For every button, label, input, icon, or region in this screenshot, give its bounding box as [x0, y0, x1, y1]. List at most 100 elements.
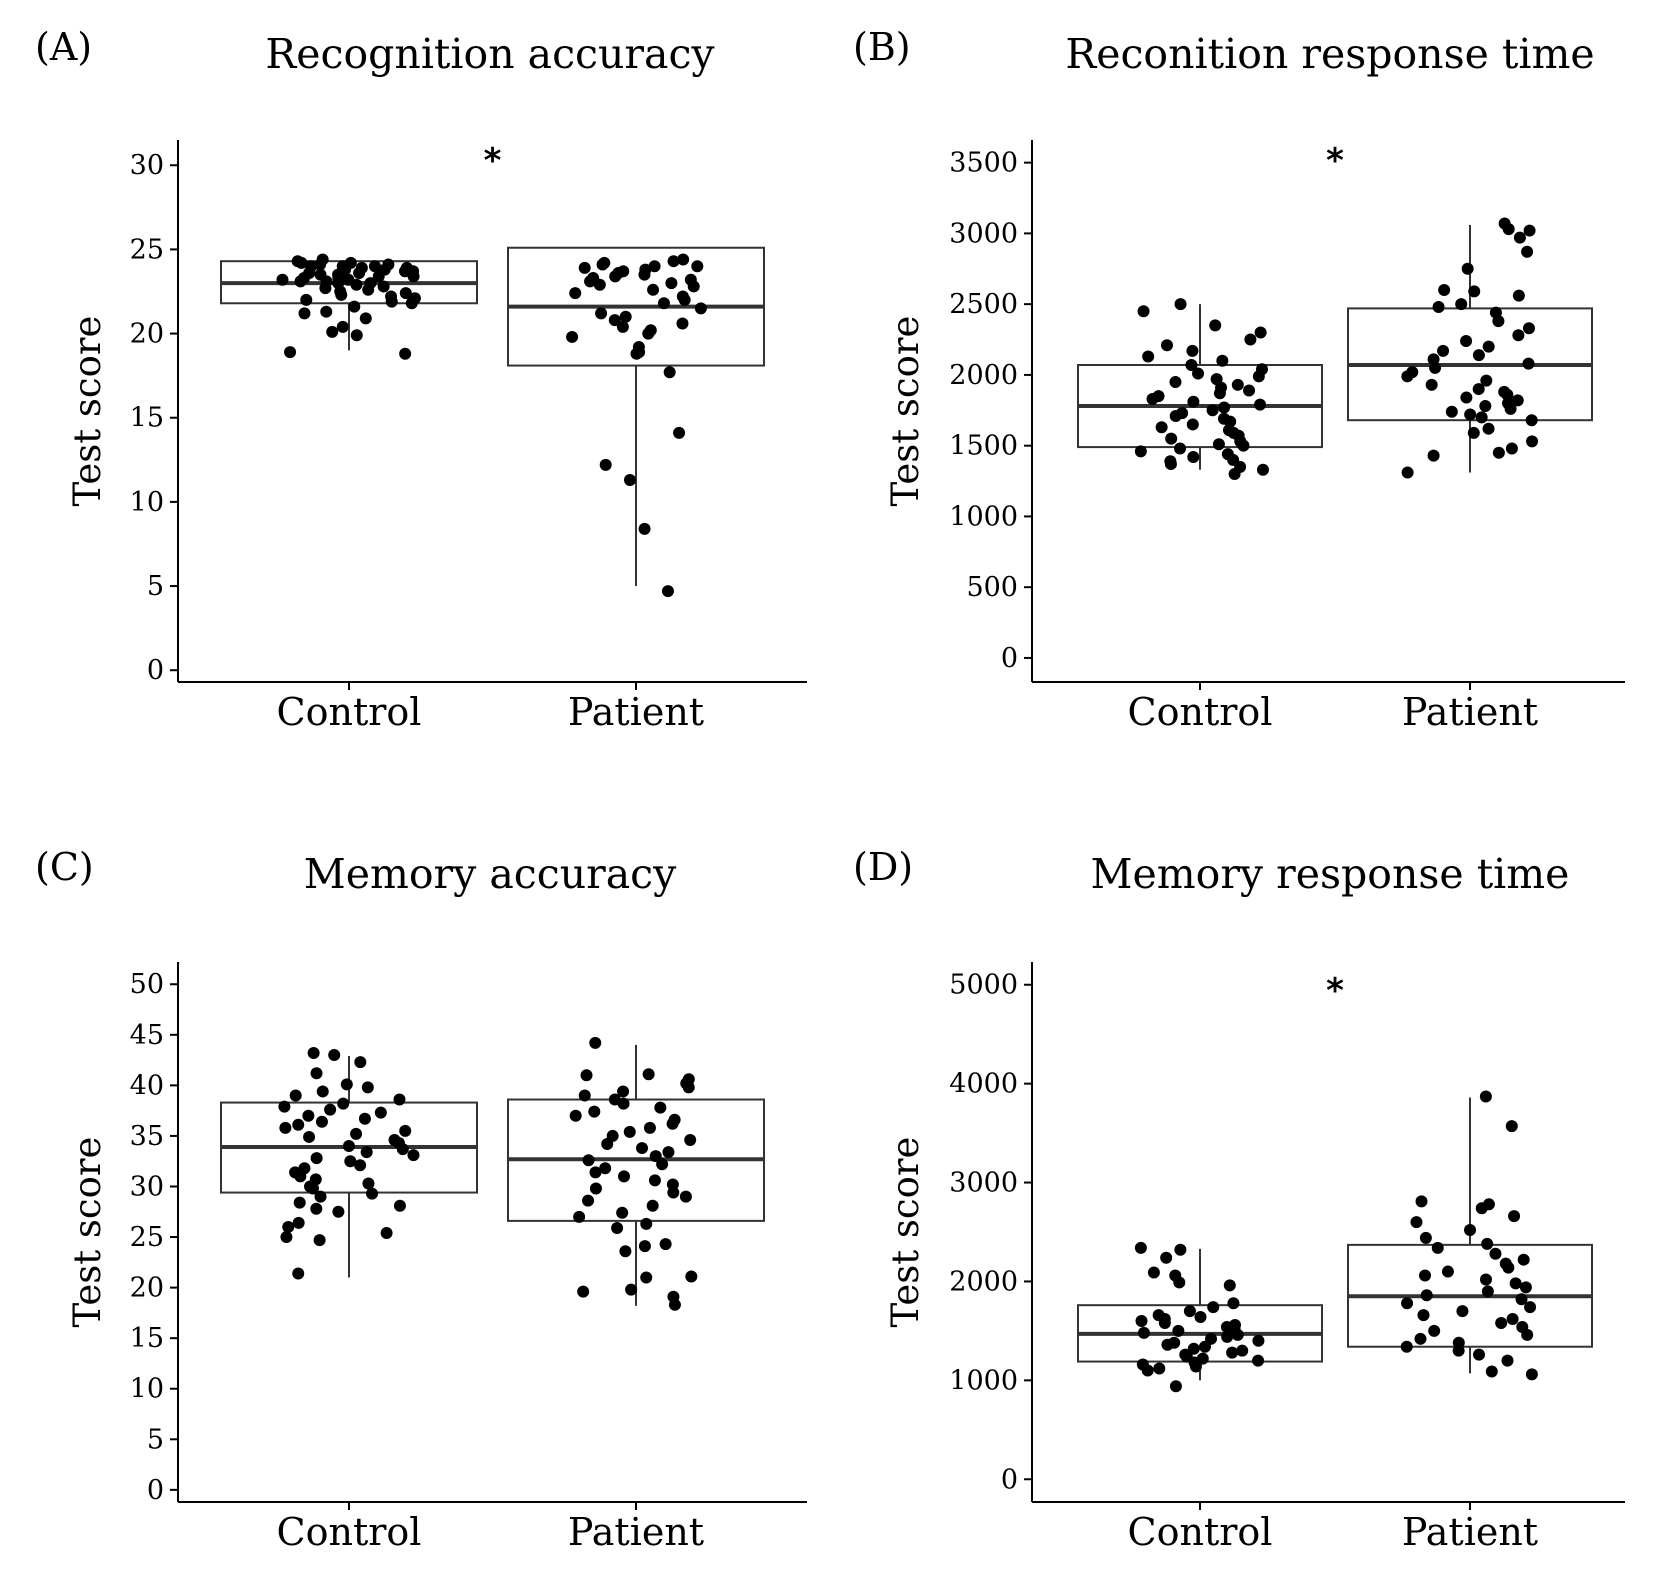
data-point: [316, 1085, 329, 1098]
data-point: [685, 1270, 698, 1283]
y-tick-label: 15: [130, 403, 164, 434]
data-point: [644, 324, 657, 337]
data-point: [1419, 1269, 1432, 1282]
data-point: [300, 293, 313, 306]
data-point: [569, 287, 582, 300]
data-point: [667, 1290, 680, 1303]
panel-a: (A) Recognition accuracy 0 5 10 15 20 25 30 Test …: [35, 25, 807, 734]
data-point: [589, 1166, 602, 1179]
points-patient: [1401, 217, 1539, 479]
data-point: [1481, 1285, 1494, 1298]
data-point: [578, 261, 591, 274]
data-point: [1456, 1305, 1469, 1318]
data-point: [1499, 1257, 1512, 1270]
data-point: [355, 261, 368, 274]
data-point: [1210, 373, 1223, 386]
data-point: [1461, 262, 1474, 275]
data-point: [595, 307, 608, 320]
data-point: [657, 297, 670, 310]
data-point: [577, 1285, 590, 1298]
data-point: [1137, 305, 1150, 318]
data-point: [1243, 384, 1256, 397]
data-point: [1229, 1318, 1242, 1331]
data-point: [1508, 1210, 1521, 1223]
data-point: [1420, 1289, 1433, 1302]
data-point: [407, 1149, 420, 1162]
data-point: [1513, 231, 1526, 244]
data-point: [313, 1234, 326, 1247]
data-point: [1168, 1336, 1181, 1349]
data-point: [1512, 289, 1525, 302]
data-point: [1432, 300, 1445, 313]
data-point: [677, 253, 690, 266]
data-point: [293, 1196, 306, 1209]
data-point: [617, 265, 630, 278]
data-point: [619, 1245, 632, 1258]
data-point: [360, 1146, 373, 1159]
data-point: [382, 258, 395, 271]
data-point: [298, 307, 311, 320]
data-point: [582, 1194, 595, 1207]
data-point: [340, 1078, 353, 1091]
data-point: [649, 1150, 662, 1163]
data-point: [661, 585, 674, 598]
data-point: [648, 1174, 661, 1187]
data-point: [611, 1221, 624, 1234]
data-point: [665, 277, 678, 290]
data-point: [1165, 432, 1178, 445]
data-point: [1522, 322, 1535, 335]
data-point: [638, 522, 651, 535]
y-tick-label: 25: [130, 234, 164, 265]
data-point: [1455, 298, 1468, 311]
data-point: [348, 300, 361, 313]
data-point: [589, 1182, 602, 1195]
data-point: [1525, 1368, 1538, 1381]
panel-title: Recognition accuracy: [265, 30, 715, 78]
data-point: [580, 1069, 593, 1082]
data-point: [598, 256, 611, 269]
data-point: [1480, 374, 1493, 387]
data-point: [336, 320, 349, 333]
data-point: [1134, 1241, 1147, 1254]
data-point: [1522, 357, 1535, 370]
data-point: [1415, 1195, 1428, 1208]
data-point: [640, 1271, 653, 1284]
data-point: [1431, 1241, 1444, 1254]
data-point: [361, 1081, 374, 1094]
data-point: [619, 310, 632, 323]
data-point: [366, 1187, 379, 1200]
data-point: [332, 1205, 345, 1218]
x-category-label: Patient: [568, 690, 704, 734]
data-point: [374, 1106, 387, 1119]
data-point: [1479, 400, 1492, 413]
data-point: [393, 1093, 406, 1106]
data-point: [1217, 412, 1230, 425]
data-point: [1134, 445, 1147, 458]
significance-marker: *: [484, 141, 502, 181]
y-tick-label: 45: [130, 1020, 164, 1051]
y-tick-label: 3500: [949, 148, 1018, 179]
data-point: [289, 1089, 302, 1102]
data-point: [588, 1105, 601, 1118]
data-point: [364, 277, 377, 290]
data-point: [1511, 394, 1524, 407]
data-point: [344, 1155, 357, 1168]
data-point: [1169, 1380, 1182, 1393]
points-control: [1134, 1241, 1265, 1393]
y-tick-label: 1000: [949, 501, 1018, 532]
data-point: [1137, 1326, 1150, 1339]
data-point: [298, 1162, 311, 1175]
data-point: [1489, 1247, 1502, 1260]
data-point: [305, 260, 318, 273]
y-tick-label: 2000: [949, 360, 1018, 391]
data-point: [662, 1146, 675, 1159]
y-axis-title: Test score: [884, 316, 927, 507]
data-point: [1475, 411, 1488, 424]
panel-b: (B) Reconition response time 0 500 1000 1500 2…: [853, 25, 1625, 734]
y-tick-label: 30: [130, 1171, 164, 1202]
data-point: [408, 292, 421, 305]
data-point: [380, 1227, 393, 1240]
data-point: [673, 426, 686, 439]
panel-d: (D) Memory response time 0 1000 2000 3000 4000…: [853, 845, 1625, 1554]
data-point: [691, 260, 704, 273]
